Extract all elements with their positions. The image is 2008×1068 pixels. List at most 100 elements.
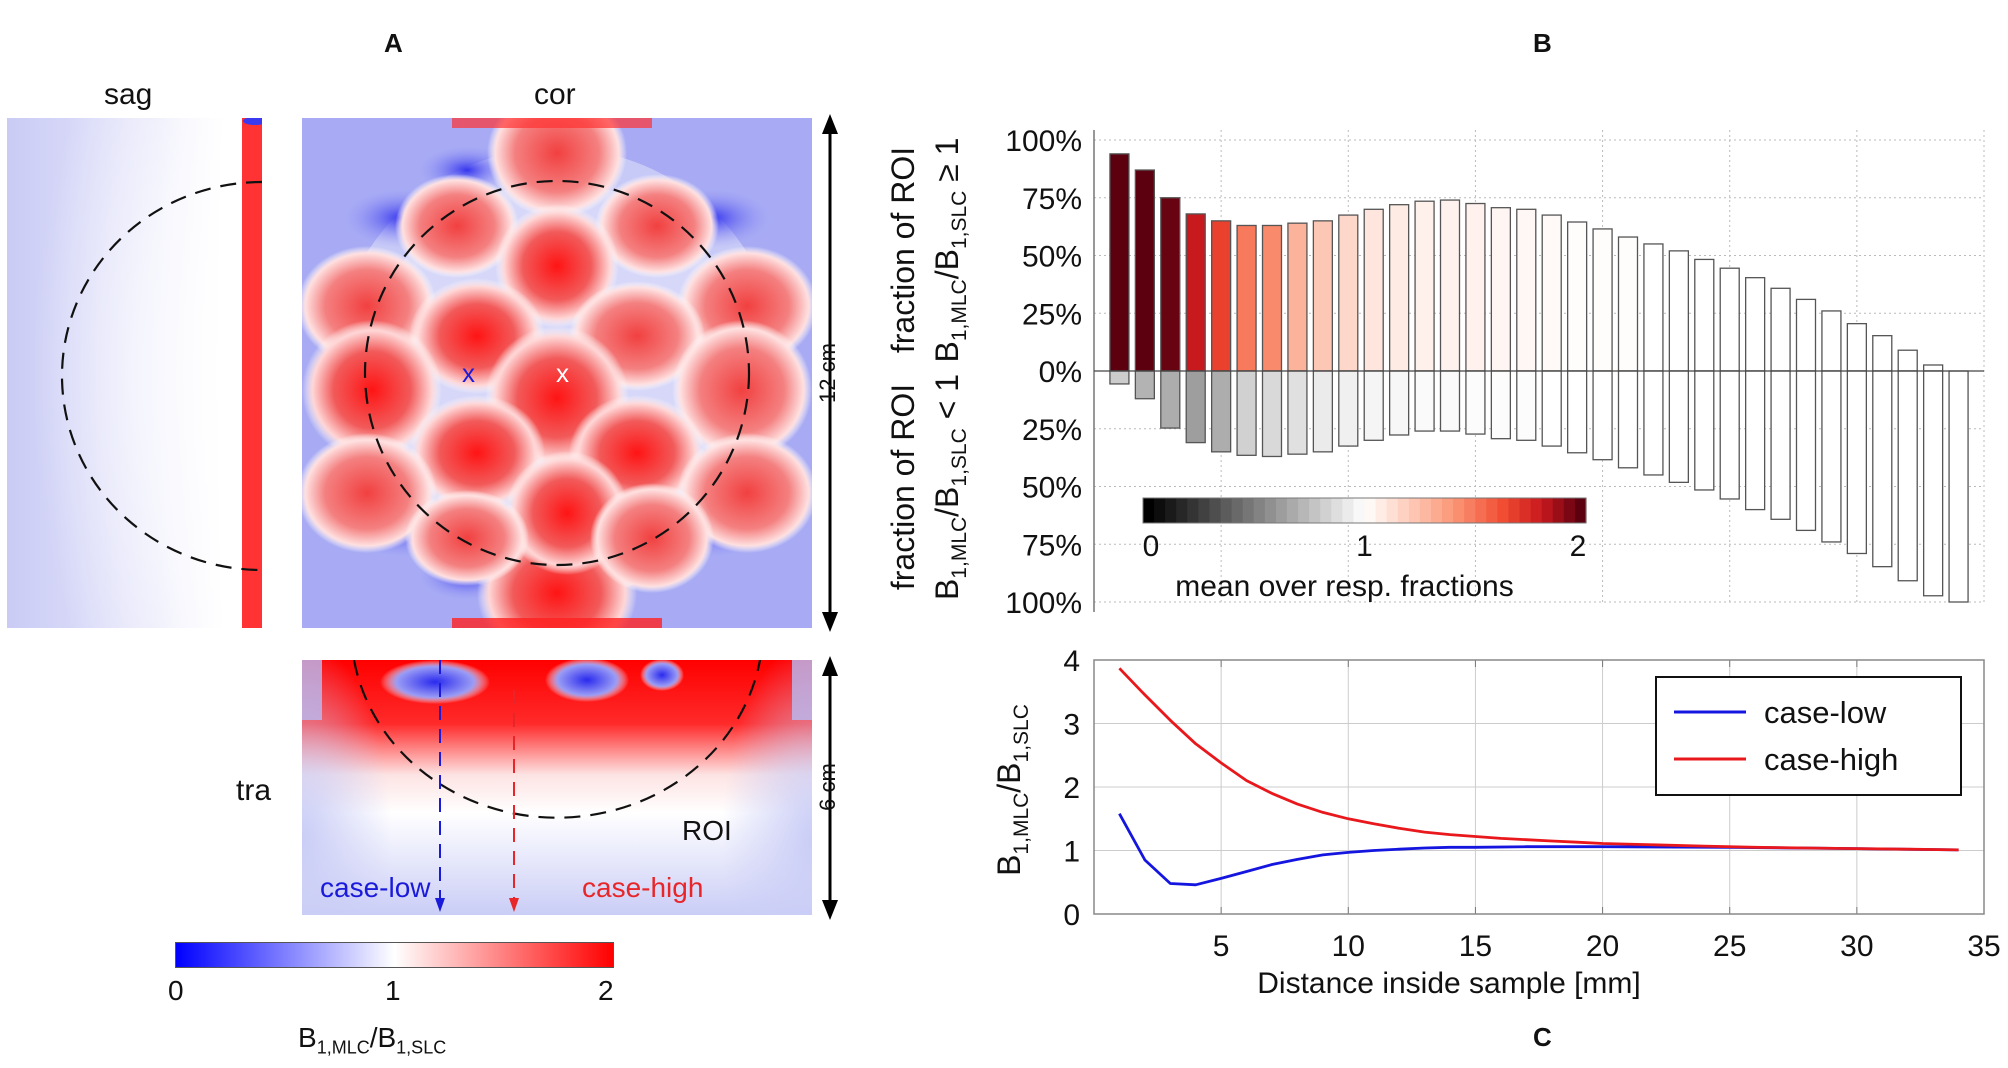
b-colorbar-frame (1142, 497, 1587, 524)
bar-below-1 (1414, 370, 1435, 432)
c-ytick-label: 3 (1063, 709, 1080, 742)
bar-below-1 (1795, 370, 1817, 532)
c-ytick-label: 4 (1063, 645, 1080, 678)
c-legend-box (1655, 676, 1962, 796)
scale-arrow-6cm (822, 656, 838, 920)
bar-above-1 (1617, 236, 1639, 372)
c-xtick-label: 20 (1586, 930, 1619, 963)
b-colorbar-step (1154, 498, 1166, 523)
bar-below-1 (1694, 370, 1715, 491)
bar-below-1 (1363, 370, 1384, 441)
roi-boundary (363, 179, 751, 567)
b-ytick-label: 0% (1039, 356, 1082, 389)
bar-below-1 (1261, 370, 1283, 458)
bar-below-1 (1160, 370, 1181, 429)
b-colorbar-step (1176, 498, 1188, 523)
bar-above-1 (1821, 310, 1842, 372)
c-ylabel: B1,MLC/B1,SLC (991, 704, 1033, 876)
bar-above-1 (1287, 222, 1308, 372)
panel-label-b: B (1533, 28, 1552, 58)
bar-below-1 (1948, 370, 1969, 603)
b-colorbar-step (1320, 498, 1332, 523)
bar-above-1 (1541, 214, 1562, 372)
line-chart-c: 5 10 15 20 25 30 35 0 1 2 3 4 case-low case-high Dista… (991, 645, 2001, 1000)
b-ylabel-upper-line2: B1,MLC/B1,SLC ≥ 1 (929, 138, 971, 363)
view-label-tra: tra (236, 774, 272, 807)
bar-above-1 (1185, 213, 1206, 372)
bar-above-1 (1312, 220, 1334, 372)
b-ylabel-lower: fraction of ROI B1,MLC/B1,SLC < 1 (885, 374, 971, 600)
b-colorbar-step (1231, 498, 1244, 523)
bar-below-1 (1312, 370, 1334, 453)
b-colorbar-step (1298, 498, 1310, 523)
c-ytick-label: 0 (1063, 899, 1080, 932)
bar-above-1 (1160, 197, 1181, 372)
marker-case-high: x (556, 358, 569, 388)
b-ytick-label: 75% (1022, 183, 1082, 216)
b-colorbar-step (1453, 498, 1465, 523)
b-colorbar-tick: 1 (1356, 530, 1373, 563)
bar-above-1 (1439, 199, 1461, 372)
b-colorbar-step (1430, 498, 1443, 523)
b-colorbar-step (1563, 498, 1576, 523)
bar-below-1 (1592, 370, 1613, 461)
b-ylabel-upper: fraction of ROI B1,MLC/B1,SLC ≥ 1 (885, 138, 971, 363)
bar-below-1 (1744, 370, 1766, 511)
c-xlabel: Distance inside sample [mm] (1257, 967, 1640, 1000)
bar-below-1 (1439, 370, 1461, 432)
b-colorbar-step (1508, 498, 1521, 523)
b-colorbar-step (1442, 498, 1454, 523)
bar-below-1 (1236, 370, 1257, 456)
b-colorbar-step (1220, 498, 1233, 523)
b-ytick-label: 100% (1005, 587, 1082, 620)
view-label-cor: cor (534, 78, 576, 111)
bar-above-1 (1795, 298, 1817, 372)
sagittal-field-map (7, 118, 262, 628)
b-colorbar-step (1342, 498, 1355, 523)
c-axes-frame (1093, 659, 1985, 915)
b-colorbar-step (1187, 498, 1199, 523)
scale-arrow-12cm (822, 114, 838, 632)
colorbar-tick-1: 1 (385, 975, 401, 1006)
bar-below-1 (1516, 370, 1537, 441)
bar-below-1 (1643, 370, 1664, 476)
bar-below-1 (1668, 370, 1690, 483)
b-colorbar-step (1408, 498, 1421, 523)
c-xtick-label: 25 (1713, 930, 1746, 963)
b-colorbar-step (1397, 498, 1410, 523)
bar-above-1 (1388, 204, 1410, 372)
b-colorbar-step (1464, 498, 1476, 523)
bar-above-1 (1694, 258, 1715, 372)
bar-below-1 (1770, 370, 1791, 520)
b-ylabel-lower-line2: B1,MLC/B1,SLC < 1 (929, 374, 971, 600)
b-colorbar-step (1530, 498, 1543, 523)
b-colorbar-step (1519, 498, 1532, 523)
b-colorbar-step (1475, 498, 1487, 523)
c-line-case-high (1118, 667, 1959, 852)
c-xtick-label: 5 (1213, 930, 1230, 963)
bar-above-1 (1668, 250, 1690, 372)
bar-above-1 (1846, 322, 1868, 372)
c-xtick-label: 30 (1840, 930, 1873, 963)
b-colorbar-step (1353, 498, 1366, 523)
bar-above-1 (1643, 243, 1664, 372)
coronal-field-map (302, 118, 812, 628)
bar-below-1 (1566, 370, 1588, 454)
bar-above-1 (1338, 214, 1359, 372)
bar-below-1 (1617, 370, 1639, 469)
c-xtick-label: 35 (1967, 930, 2000, 963)
b-colorbar-step (1242, 498, 1255, 523)
b-ytick-label: 100% (1005, 125, 1082, 158)
bar-above-1 (1109, 153, 1130, 372)
bar-below-1 (1185, 370, 1206, 444)
b-colorbar-step (1419, 498, 1432, 523)
marker-case-low: x (462, 358, 475, 388)
c-xtick-label: 10 (1332, 930, 1365, 963)
bar-above-1 (1261, 224, 1283, 372)
roi-boundary (60, 180, 262, 572)
b-colorbar-step (1165, 498, 1177, 523)
b-colorbar-step (1497, 498, 1510, 523)
bar-below-1 (1465, 370, 1486, 435)
bar-below-1 (1287, 370, 1308, 455)
bar-below-1 (1210, 370, 1232, 453)
